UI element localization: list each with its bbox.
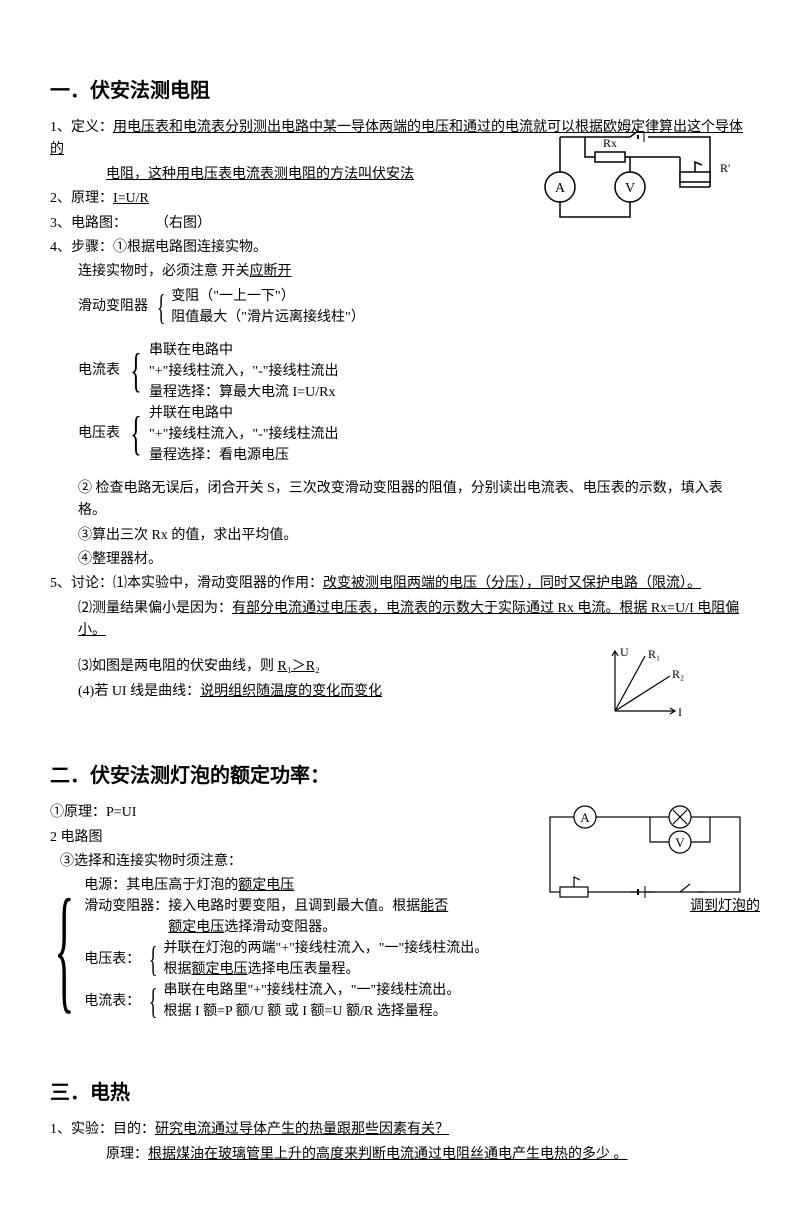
volt-line3: 量程选择：看电源电压 [149,445,750,466]
step2: ② 检查电路无误后，闭合开关 S，三次改变滑动变阻器的阻值，分别读出电流表、电压… [50,478,750,523]
svg-text:Rx: Rx [603,136,617,150]
rheostat-group: 滑动变阻器 { 变阻（"一上一下"） 阻值最大（"滑片远离接线柱"） [78,286,750,328]
s3-p1a: 1、实验：目的： [50,1122,155,1137]
svg-text:V: V [675,835,685,850]
section2-title: 二．伏安法测灯泡的额定功率： [50,760,750,792]
voltmeter-group: 电压表 { 并联在电路中 "+"接线柱流入，"-"接线柱流出 量程选择：看电源电… [78,403,750,466]
s2-amm-c: 根据 I 额=P 额/U 额 或 I 额=U 额/R 选择量程。 [163,1001,750,1022]
volt-line1: 并联在电路中 [149,403,750,424]
svg-text:A: A [555,181,566,196]
brace-icon: { [130,340,143,403]
def-label: 1、定义： [50,120,113,135]
def-text2: 电阻，这种用电压表电流表测电阻的方法叫伏安法 [106,167,414,182]
svg-text:V: V [625,181,635,196]
s2-volt-e: 选择电压表量程。 [247,962,359,977]
circuit-diagram-1: A V Rx R' [530,117,730,245]
section2-body: A V ①原理：P=UI 2 电路图 ③选择和连接实物时须注意： { 电源：其电… [50,802,750,1022]
s2-amm-label: 电流表： [84,980,144,1022]
svg-text:R₁: R₁ [648,647,660,661]
discuss4-text: 说明组织随温度的变化而变化 [200,684,382,699]
rheo-line1: 变阻（"一上一下"） [171,286,750,307]
step3: ③算出三次 Rx 的值，求出平均值。 [50,525,750,547]
amm-line2: "+"接线柱流入，"-"接线柱流出 [149,361,750,382]
s2-rheo-e: 选择滑动变阻器。 [224,920,336,935]
svg-text:R₂: R₂ [672,667,684,681]
s2-volt-c: 根据 [163,962,191,977]
discuss3-label: ⑶如图是两电阻的伏安曲线，则 [78,659,278,674]
s3-p2b: 根据煤油在玻璃管里上升的高度来判断电流通过电阻丝通电产生电热的多少 。 [148,1147,628,1162]
discuss4-label: (4)若 UI 线是曲线： [78,684,200,699]
svg-text:I: I [678,705,682,719]
s2-main-group: { 电源：其电压高于灯泡的额定电压 滑动变阻器：接入电路时要变阻，且调到最大值。… [50,875,750,1022]
discuss2-label: ⑵测量结果偏小是因为： [78,601,232,616]
discuss3-text: R₁＞R₂ [278,659,320,674]
s2-volt-label: 电压表： [84,938,144,980]
s3-p2a: 原理： [106,1147,148,1162]
ammeter-group: 电流表 { 串联在电路中 "+"接线柱流入，"-"接线柱流出 量程选择：算最大电… [78,340,750,403]
brace-icon: { [130,403,143,466]
s2-amm-b: 串联在电路里"+"接线柱流入，"一"接线柱流出。 [163,980,750,1001]
s2-src-a: 电源：其电压高于灯泡的 [84,878,238,893]
ui-graph: U R₁ R₂ I [600,646,690,729]
brace-icon: { [149,980,159,1022]
section1-title: 一．伏安法测电阻 [50,75,750,107]
s2-src-b: 额定电压 [238,878,294,893]
s3-p1b: 研究电流通过导体产生的热量跟那些因素有关？ [155,1122,449,1137]
amm-line1: 串联在电路中 [149,340,750,361]
principle-label: 2、原理： [50,191,113,206]
section1-body: A V Rx R' 1、定义：用电压表和电流表分别测出电路中某一导体两端的电压和… [50,117,750,703]
s2-volt-b: 并联在灯泡的两端"+"接线柱流入，"一"接线柱流出。 [163,938,750,959]
ammeter-label: 电流表 [78,340,124,403]
s2-rheo-d: 额定电压 [168,920,224,935]
brace-icon: { [149,938,159,980]
s2-volt-d: 额定电压 [191,962,247,977]
step4: ④整理器材。 [50,549,750,571]
brace-icon: { [54,875,75,1022]
s2-rheo-b: 能否 [420,899,448,914]
principle-text: I=U/R [113,191,149,206]
s2-rheo-a: 滑动变阻器：接入电路时要变阻，且调到最大值。根据 [84,899,420,914]
brace-icon: { [157,286,167,328]
amm-line3: 量程选择：算最大电流 I=U/Rx [149,382,750,403]
rheo-line2: 阻值最大（"滑片远离接线柱"） [171,307,750,328]
step-note-u: 应断开 [250,264,292,279]
section3-title: 三．电热 [50,1077,750,1109]
svg-text:U: U [620,646,629,659]
svg-text:R': R' [720,161,730,175]
discuss1-text: 改变被测电阻两端的电压（分压），同时又保护电路（限流）。 [323,576,701,591]
svg-text:A: A [580,810,590,825]
voltmeter-label: 电压表 [78,403,124,466]
s2-rheo-c: 调到灯泡的 [690,896,760,917]
volt-line2: "+"接线柱流入，"-"接线柱流出 [149,424,750,445]
step-note: 连接实物时，必须注意 开关 [78,264,250,279]
discuss1-label: 5、讨论：⑴本实验中，滑动变阻器的作用： [50,576,323,591]
rheostat-label: 滑动变阻器 [78,286,152,328]
